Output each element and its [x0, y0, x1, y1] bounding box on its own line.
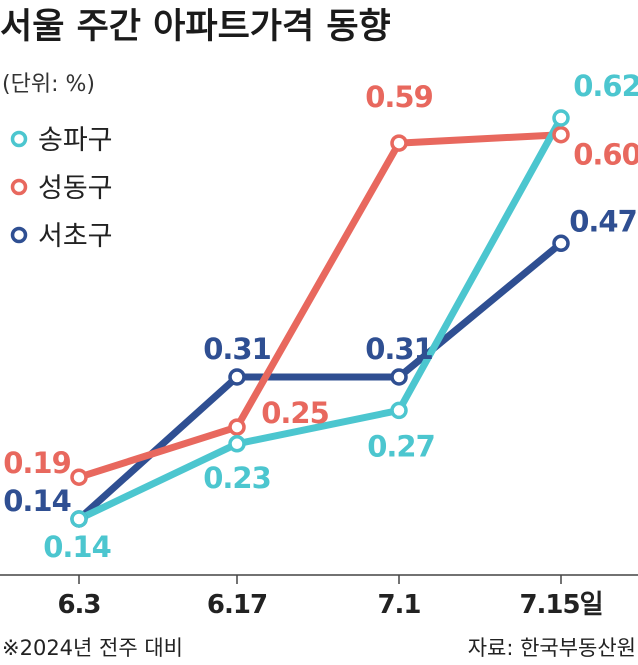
data-label: 0.19: [3, 446, 71, 480]
series-markers: [70, 109, 570, 528]
legend-marker: [10, 226, 28, 244]
data-label: 0.27: [367, 429, 435, 463]
chart-title: 서울 주간 아파트가격 동향: [0, 7, 391, 47]
data-label: 0.14: [43, 530, 111, 564]
x-tick-label: 7.1: [377, 590, 420, 620]
legend-marker: [10, 130, 28, 148]
x-tick-label: 6.3: [57, 590, 100, 620]
x-axis-ticks: 6.3 6.17 7.1 7.15일: [57, 575, 604, 620]
data-point: [228, 418, 246, 436]
series-line: [75, 239, 565, 523]
data-point: [552, 234, 570, 253]
legend-label: 성동구: [38, 173, 113, 204]
source-note: 자료: 한국부동산원: [468, 636, 636, 660]
series-lines: [75, 114, 565, 523]
legend-marker: [10, 178, 28, 196]
data-label: 0.62: [573, 69, 638, 103]
data-label: 0.60: [573, 138, 638, 172]
data-label: 0.25: [261, 396, 329, 430]
data-point: [390, 134, 408, 152]
data-label: 0.31: [365, 332, 433, 366]
data-point: [552, 109, 570, 127]
data-label: 0.59: [365, 80, 433, 114]
x-tick-label: 7.15일: [519, 590, 602, 620]
series-line: [75, 131, 565, 481]
data-point: [552, 125, 570, 144]
data-point: [70, 510, 88, 528]
data-labels: 0.14 0.23 0.27 0.62 0.19 0.25 0.59 0.60 0.14 0.31…: [3, 69, 638, 564]
legend-label: 송파구: [38, 125, 113, 156]
data-point: [390, 368, 408, 386]
data-point: [70, 468, 88, 486]
footnote: ※2024년 전주 대비: [2, 636, 183, 660]
legend-label: 서초구: [38, 221, 113, 252]
unit-label: (단위: %): [2, 72, 95, 97]
data-label: 0.23: [203, 461, 271, 495]
series-line: [75, 114, 565, 523]
data-point: [228, 435, 246, 453]
x-tick-label: 6.17: [207, 590, 267, 620]
data-point: [390, 401, 408, 420]
data-point: [228, 368, 246, 386]
data-label: 0.14: [3, 484, 71, 518]
data-label: 0.47: [569, 204, 637, 238]
data-label: 0.31: [203, 332, 271, 366]
